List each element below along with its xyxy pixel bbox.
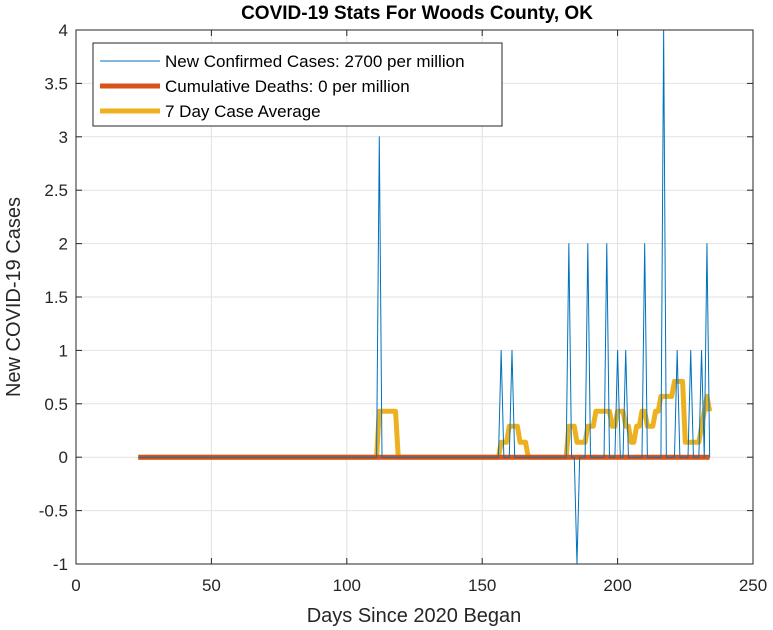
chart-title: COVID-19 Stats For Woods County, OK <box>241 3 593 24</box>
ticks: 0 50 100 150 200 250 -1 -0.5 0 0.5 1 1.5 2 2.5 3 3.5 4 <box>39 21 767 595</box>
series-new-confirmed-cases <box>138 29 711 565</box>
x-tick-label: 50 <box>202 576 221 595</box>
series-layer <box>138 29 713 565</box>
y-tick-label: -1 <box>53 555 68 574</box>
y-tick-label: 4 <box>59 21 68 40</box>
y-axis-label: New COVID-19 Cases <box>3 197 25 397</box>
legend: New Confirmed Cases: 2700 per million Cu… <box>92 42 503 127</box>
x-tick-label: 0 <box>71 576 80 595</box>
y-tick-label: 1.5 <box>44 288 68 307</box>
x-axis-label: Days Since 2020 Began <box>307 605 522 627</box>
x-tick-label: 250 <box>739 576 767 595</box>
legend-label-deaths: Cumulative Deaths: 0 per million <box>165 77 410 96</box>
y-tick-label: 3.5 <box>44 74 68 93</box>
x-tick-label: 100 <box>333 576 361 595</box>
y-tick-label: 2 <box>59 235 68 254</box>
x-tick-label: 150 <box>468 576 496 595</box>
y-tick-label: -0.5 <box>39 502 68 521</box>
legend-label-7day-average: 7 Day Case Average <box>165 102 321 121</box>
y-tick-label: 0.5 <box>44 395 68 414</box>
x-tick-label: 200 <box>603 576 631 595</box>
legend-label-new-cases: New Confirmed Cases: 2700 per million <box>165 52 465 71</box>
legend-box <box>92 42 503 127</box>
y-tick-label: 1 <box>59 341 68 360</box>
y-tick-label: 2.5 <box>44 181 68 200</box>
y-tick-label: 0 <box>59 448 68 467</box>
y-tick-label: 3 <box>59 128 68 147</box>
